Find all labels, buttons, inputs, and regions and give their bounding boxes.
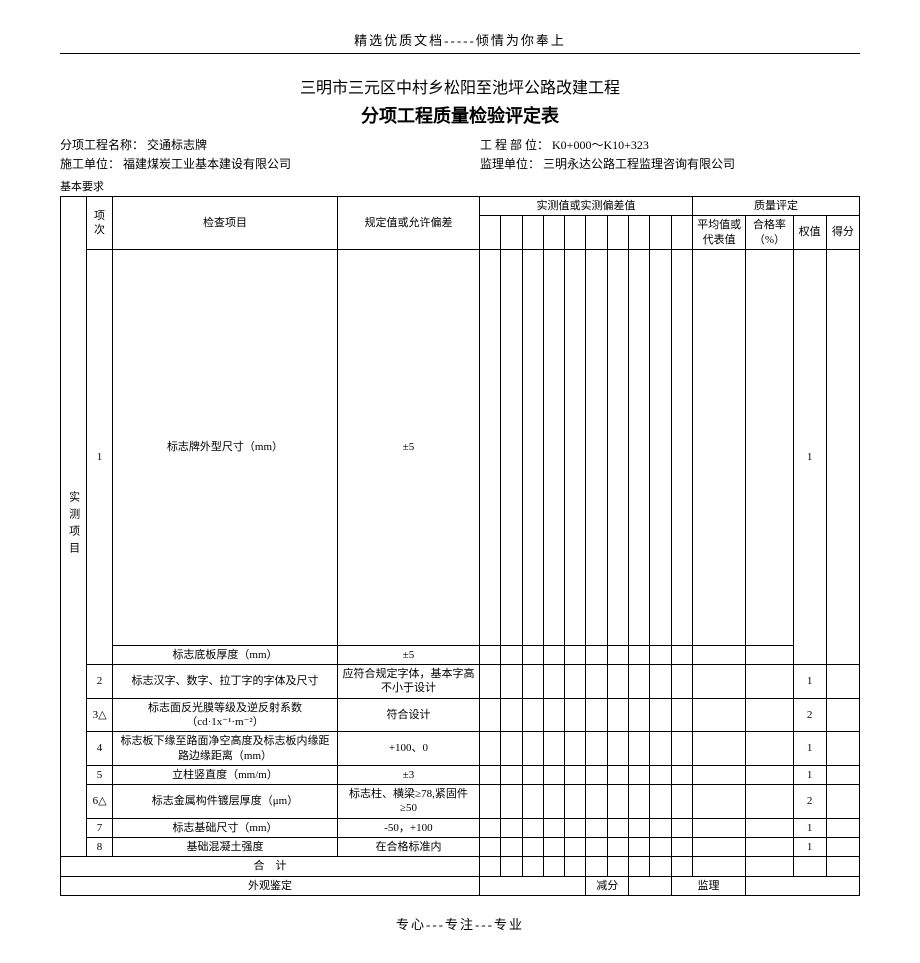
table-row: 8 基础混凝土强度 在合格标准内 1 bbox=[61, 838, 860, 857]
row-no: 7 bbox=[87, 818, 113, 837]
project-name-label: 分项工程名称： bbox=[60, 138, 144, 152]
row-spec: 符合设计 bbox=[337, 698, 479, 732]
table-row: 1 标志牌外型尺寸（mm） ±5 1 bbox=[61, 249, 860, 645]
row-no: 1 bbox=[87, 249, 113, 664]
row-item: 标志金属构件镀层厚度（μm） bbox=[113, 785, 338, 819]
row-weight: 1 bbox=[793, 732, 826, 766]
row-spec: 在合格标准内 bbox=[337, 838, 479, 857]
row-item: 标志底板厚度（mm） bbox=[113, 645, 338, 664]
row-spec: ±5 bbox=[337, 249, 479, 645]
contractor-label: 施工单位： bbox=[60, 157, 120, 171]
table-row: 7 标志基础尺寸（mm） -50，+100 1 bbox=[61, 818, 860, 837]
total-row: 合 计 bbox=[61, 857, 860, 876]
table-row: 标志底板厚度（mm） ±5 bbox=[61, 645, 860, 664]
col-pass: 合格率（%） bbox=[746, 216, 793, 250]
row-weight: 1 bbox=[793, 838, 826, 857]
supervisor-label: 监理单位： bbox=[480, 157, 540, 171]
top-rule bbox=[60, 53, 860, 54]
col-order: 项次 bbox=[87, 197, 113, 250]
table-row: 2 标志汉字、数字、拉丁字的字体及尺寸 应符合规定字体，基本字高不小于设计 1 bbox=[61, 665, 860, 699]
row-no: 2 bbox=[87, 665, 113, 699]
row-item: 标志板下缘至路面净空高度及标志板内缘距路边缘距离（mm） bbox=[113, 732, 338, 766]
row-weight: 2 bbox=[793, 785, 826, 819]
col-weight: 权值 bbox=[793, 216, 826, 250]
row-item: 标志面反光膜等级及逆反射系数（cd·1x⁻¹·m⁻²） bbox=[113, 698, 338, 732]
table-row: 6△ 标志金属构件镀层厚度（μm） 标志柱、横梁≥78,紧固件≥50 2 bbox=[61, 785, 860, 819]
row-no: 4 bbox=[87, 732, 113, 766]
total-label: 合 计 bbox=[61, 857, 480, 876]
table-row: 5 立柱竖直度（mm/m） ±3 1 bbox=[61, 765, 860, 784]
col-spec: 规定值或允许偏差 bbox=[337, 197, 479, 250]
title-form: 分项工程质量检验评定表 bbox=[60, 102, 860, 128]
row-weight: 1 bbox=[793, 665, 826, 699]
row-spec: 标志柱、横梁≥78,紧固件≥50 bbox=[337, 785, 479, 819]
station-label: 工 程 部 位： bbox=[480, 138, 549, 152]
m1 bbox=[479, 216, 500, 250]
basic-req-label: 基本要求 bbox=[60, 178, 860, 194]
row-no: 6△ bbox=[87, 785, 113, 819]
m7 bbox=[607, 216, 628, 250]
footer: 专心---专注---专业 bbox=[60, 914, 860, 933]
station-value: K0+000～K10+323 bbox=[552, 138, 649, 152]
supervise-label: 监理 bbox=[671, 876, 746, 895]
row-spec: ±5 bbox=[337, 645, 479, 664]
meta-row-1: 分项工程名称： 交通标志牌 工 程 部 位： K0+000～K10+323 bbox=[60, 136, 860, 153]
title-project: 三明市三元区中村乡松阳至池坪公路改建工程 bbox=[60, 74, 860, 98]
m2 bbox=[501, 216, 522, 250]
header-row-1: 实测项目 项次 检查项目 规定值或允许偏差 实测值或实测偏差值 质量评定 bbox=[61, 197, 860, 216]
col-quality: 质量评定 bbox=[693, 197, 860, 216]
side-label: 实测项目 bbox=[66, 199, 80, 850]
row-item: 基础混凝土强度 bbox=[113, 838, 338, 857]
m8 bbox=[629, 216, 650, 250]
table-row: 4 标志板下缘至路面净空高度及标志板内缘距路边缘距离（mm） +100、0 1 bbox=[61, 732, 860, 766]
main-table: 实测项目 项次 检查项目 规定值或允许偏差 实测值或实测偏差值 质量评定 平均值… bbox=[60, 196, 860, 896]
row-weight: 2 bbox=[793, 698, 826, 732]
row-weight: 1 bbox=[793, 765, 826, 784]
row-weight: 1 bbox=[793, 249, 826, 664]
row-item: 标志汉字、数字、拉丁字的字体及尺寸 bbox=[113, 665, 338, 699]
meta-row-2: 施工单位： 福建煤炭工业基本建设有限公司 监理单位： 三明永达公路工程监理咨询有… bbox=[60, 155, 860, 172]
m5 bbox=[565, 216, 586, 250]
row-no: 5 bbox=[87, 765, 113, 784]
supervisor-value: 三明永达公路工程监理咨询有限公司 bbox=[543, 157, 735, 171]
col-item: 检查项目 bbox=[113, 197, 338, 250]
row-weight: 1 bbox=[793, 818, 826, 837]
row-no: 8 bbox=[87, 838, 113, 857]
m10 bbox=[671, 216, 692, 250]
row-item: 标志基础尺寸（mm） bbox=[113, 818, 338, 837]
row-spec: +100、0 bbox=[337, 732, 479, 766]
table-row: 3△ 标志面反光膜等级及逆反射系数（cd·1x⁻¹·m⁻²） 符合设计 2 bbox=[61, 698, 860, 732]
deduct-label: 减分 bbox=[586, 876, 629, 895]
row-spec: -50，+100 bbox=[337, 818, 479, 837]
col-avg: 平均值或代表值 bbox=[693, 216, 746, 250]
m6 bbox=[586, 216, 607, 250]
top-banner: 精选优质文档-----倾情为你奉上 bbox=[60, 30, 860, 53]
side-label-cell: 实测项目 bbox=[61, 197, 87, 857]
m9 bbox=[650, 216, 671, 250]
appearance-row: 外观鉴定 减分 监理 bbox=[61, 876, 860, 895]
row-spec: 应符合规定字体，基本字高不小于设计 bbox=[337, 665, 479, 699]
m4 bbox=[543, 216, 564, 250]
row-item: 标志牌外型尺寸（mm） bbox=[113, 249, 338, 645]
row-item: 立柱竖直度（mm/m） bbox=[113, 765, 338, 784]
appearance-label: 外观鉴定 bbox=[61, 876, 480, 895]
col-score: 得分 bbox=[826, 216, 859, 250]
col-measured: 实测值或实测偏差值 bbox=[479, 197, 692, 216]
project-name: 交通标志牌 bbox=[147, 138, 207, 152]
row-no: 3△ bbox=[87, 698, 113, 732]
row-spec: ±3 bbox=[337, 765, 479, 784]
m3 bbox=[522, 216, 543, 250]
contractor-value: 福建煤炭工业基本建设有限公司 bbox=[123, 157, 291, 171]
